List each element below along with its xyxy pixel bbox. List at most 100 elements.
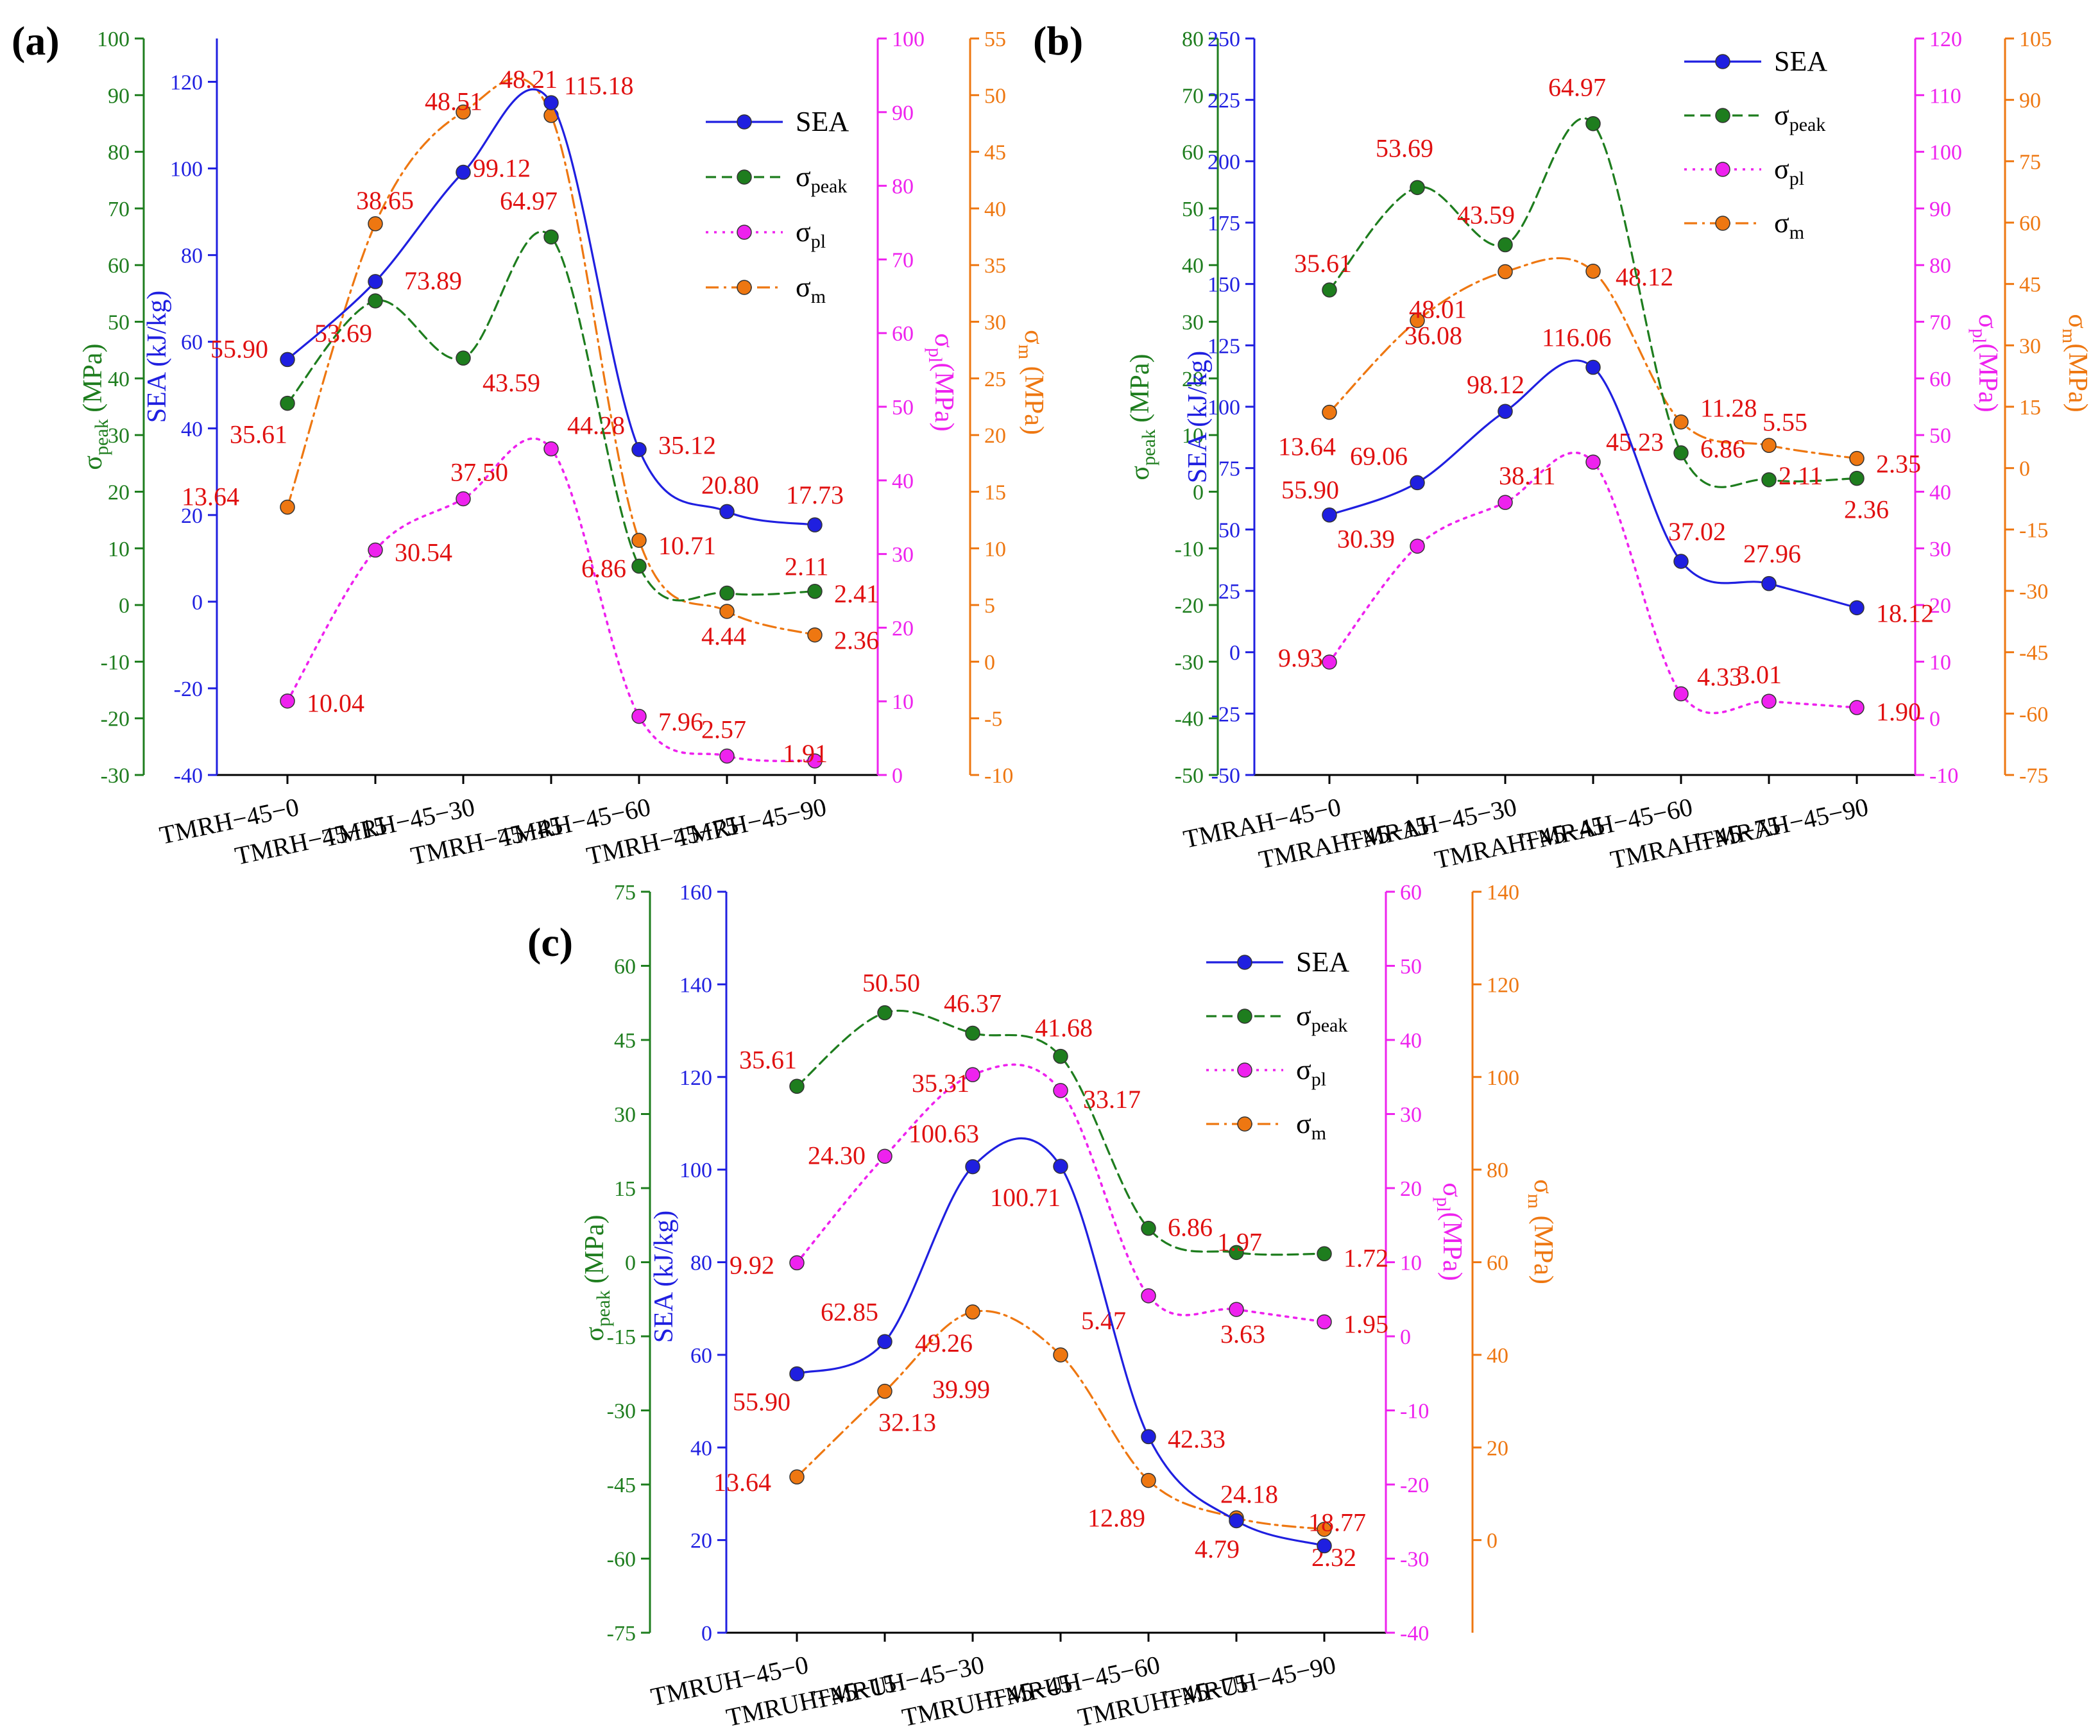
series-SEA: 55.90 73.89 99.12 115.18 35.12 20.80 17.73	[210, 71, 844, 532]
series-pl-point	[1322, 654, 1337, 670]
series-pl-point	[456, 491, 471, 507]
axis-m-tick-label: 60	[1487, 1252, 1508, 1275]
legend-m-label: σm	[1296, 1108, 1326, 1144]
legend-pl-label: σpl	[1296, 1054, 1326, 1090]
series-m-data-label: 32.13	[878, 1408, 936, 1437]
axis-pl-tick-label: 100	[892, 28, 925, 51]
axis-pl-title: σpl(MPa)	[925, 333, 959, 431]
axis-SEA-tick-label: 140	[679, 973, 712, 997]
series-pl-point	[1141, 1288, 1156, 1304]
series-peak-data-label: 46.37	[944, 989, 1002, 1017]
axis-m: -10 -5 0 5 10 15 20 25 30 35 40 45 50 55 σm (MPa)	[969, 28, 1048, 788]
series-m-data-label: 48.12	[1616, 262, 1673, 291]
series-peak-data-label: 2.41	[834, 579, 879, 608]
series-pl-data-label: 7.96	[658, 708, 703, 736]
axis-peak-tick-label: 30	[108, 424, 130, 448]
axis-SEA-tick-label: 0	[1229, 642, 1240, 665]
series-m-data-label: 11.28	[1700, 394, 1757, 423]
legend: SEA σpeak σpl σm	[1684, 46, 1827, 243]
axis-m-tick-label: 60	[2019, 212, 2041, 235]
axis-peak-tick-label: 40	[1182, 254, 1204, 278]
axis-peak-tick-label: 30	[1182, 311, 1204, 335]
series-pl: 10.04 30.54 37.50 44.28 7.962.57 1.91	[280, 411, 828, 769]
series-peak-data-label: 41.68	[1035, 1014, 1093, 1042]
axis-peak-tick-label: -30	[607, 1400, 636, 1424]
series-peak-point	[1673, 445, 1689, 461]
axis-peak-tick-label: 20	[108, 481, 130, 504]
series-pl-point	[1673, 686, 1689, 702]
series-SEA-data-label: 37.02	[1668, 517, 1726, 546]
legend-peak-marker	[1715, 108, 1730, 123]
axis-m-tick-label: 30	[984, 311, 1006, 335]
axis-SEA-tick-label: 80	[690, 1252, 712, 1275]
series-m-data-label: 13.64	[182, 482, 239, 511]
axis-pl-tick-label: 0	[1929, 708, 1940, 731]
series-m-point	[456, 104, 471, 120]
series-m-data-label: 5.55	[1763, 407, 1807, 436]
series-m-point	[1317, 1522, 1332, 1537]
axis-pl-tick-label: 100	[1929, 141, 1962, 165]
axis-SEA-tick-label: 80	[181, 244, 203, 268]
axis-peak-tick-label: -10	[101, 651, 130, 674]
axis-peak-tick-label: -40	[1175, 708, 1204, 731]
axis-m-tick-label: 100	[1487, 1066, 1519, 1090]
axis-pl-tick-label: 0	[1400, 1325, 1411, 1349]
axis-pl-tick-label: 20	[1400, 1177, 1422, 1201]
series-peak-point	[807, 584, 823, 599]
axis-SEA-tick-label: 100	[170, 158, 203, 182]
axis-m-title: σm (MPa)	[1014, 330, 1048, 435]
series-pl-data-label: 33.17	[1083, 1085, 1141, 1114]
series-m-data-label: 13.64	[1278, 432, 1336, 461]
series-peak-data-label: 35.61	[230, 420, 287, 449]
series-peak-point	[877, 1005, 892, 1021]
axis-SEA-tick-label: 60	[690, 1344, 712, 1368]
axis-peak-tick-label: -60	[607, 1548, 636, 1572]
series-peak-point	[1141, 1220, 1156, 1236]
series-pl-point	[1053, 1083, 1068, 1098]
series-m: 13.64 38.65 48.51 48.21 10.71 4.44 2.36	[182, 65, 879, 655]
series-pl-data-label: 38.11	[1499, 461, 1556, 490]
series-SEA-data-label: 55.90	[210, 334, 268, 363]
x-tick-label: TMRUH−45−90	[1163, 1650, 1338, 1714]
series-peak-point	[789, 1078, 805, 1094]
series-peak-data-label: 2.36	[1844, 495, 1889, 524]
axis-peak-tick-label: 0	[625, 1252, 636, 1275]
series-m-point	[965, 1304, 980, 1320]
series-m-data-label: 49.26	[915, 1329, 973, 1357]
series-SEA-data-label: 18.77	[1308, 1508, 1366, 1537]
axis-m-tick-label: -30	[2019, 580, 2048, 604]
series-peak: 35.61 53.69 43.59 64.97 6.86 2.11 2.36	[1294, 73, 1889, 524]
axis-SEA-title: SEA (kJ/kg)	[649, 1211, 679, 1343]
series-m-point	[789, 1469, 805, 1485]
series-pl-data-label: 5.47	[1081, 1306, 1126, 1335]
axis-SEA-title: SEA (kJ/kg)	[142, 291, 172, 423]
axis-peak-tick-label: -30	[101, 764, 130, 788]
axis-SEA-tick-label: 120	[170, 71, 203, 95]
axis-m-tick-label: 40	[1487, 1344, 1508, 1368]
series-peak-data-label: 53.69	[1376, 133, 1433, 162]
axis-peak-tick-label: 40	[108, 368, 130, 391]
legend-SEA-label: SEA	[796, 106, 849, 137]
series-SEA-line	[796, 1137, 1326, 1547]
series-SEA-point	[456, 164, 471, 180]
axis-m-tick-label: 40	[984, 198, 1006, 221]
series-pl: 9.92 24.30 35.31 33.17 5.47 3.63 1.95	[730, 1063, 1388, 1349]
series-pl-point	[1229, 1302, 1244, 1317]
axis-SEA-tick-label: 175	[1208, 212, 1240, 235]
axis-pl-tick-label: 50	[1929, 424, 1951, 448]
series-peak-point	[1410, 180, 1425, 196]
axis-m-tick-label: 90	[2019, 89, 2041, 113]
series-peak: 35.61 50.50 46.37 41.68 6.861.97 1.72	[739, 969, 1388, 1273]
legend-m-label: σm	[1774, 207, 1804, 243]
axis-peak-tick-label: 50	[108, 311, 130, 335]
axis-peak-tick-label: 60	[108, 254, 130, 278]
axis-SEA-tick-label: -50	[1211, 764, 1240, 788]
axis-pl-tick-label: 60	[1400, 881, 1422, 905]
series-pl-point	[1585, 454, 1601, 470]
axis-pl-tick-label: 30	[1400, 1103, 1422, 1127]
series-peak-data-label: 2.11	[785, 552, 829, 581]
series-pl-data-label: 1.95	[1344, 1309, 1388, 1338]
